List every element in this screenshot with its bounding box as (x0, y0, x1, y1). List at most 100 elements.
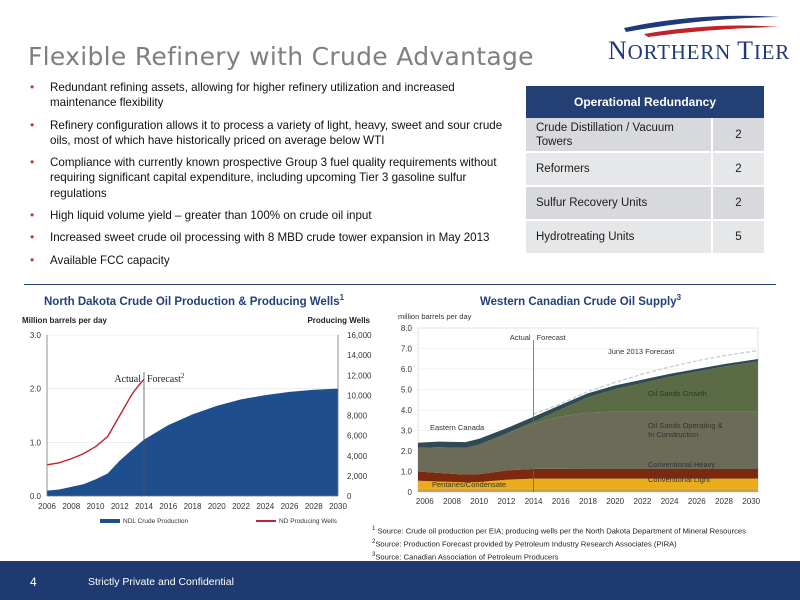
x-tick-label: 2008 (443, 497, 461, 506)
series-label-conventional-light: Conventional Light (648, 475, 711, 484)
source-notes: 1 Source: Crude oil production per EIA; … (372, 524, 746, 563)
wc-supply-chart: million barrels per day 0 1.0 2.0 3.0 4.0 5.0 6… (398, 312, 761, 506)
x-tick-label: 2024 (256, 502, 274, 511)
x-tick-label: 2016 (159, 502, 177, 511)
legend-swatch (100, 519, 120, 523)
actual-label: Actual (510, 333, 531, 342)
legend-label: ND Producing Wells (279, 518, 338, 525)
bullet-item: Redundant refining assets, allowing for … (30, 80, 520, 111)
table-header: Operational Redundancy (526, 86, 764, 118)
x-tick-label: 2016 (552, 497, 570, 506)
forecast-label: Forecast2 (147, 372, 185, 385)
x-tick-label: 2022 (232, 502, 250, 511)
wc-chart-title: Western Canadian Crude Oil Supply3 (480, 293, 682, 308)
x-tick-label: 2020 (606, 497, 624, 506)
table-cell-value: 5 (711, 220, 764, 255)
series-label-conventional-heavy: Conventional Heavy (648, 460, 715, 469)
series-label-pentanes: Pentanes/Condensate (432, 480, 506, 489)
source-note: 2Source: Production Forecast provided by… (372, 539, 677, 549)
y-tick-label-right: 16,000 (347, 331, 372, 340)
x-tick-label: 2006 (38, 502, 56, 511)
y-tick-label-right: 14,000 (347, 351, 372, 360)
page-title: Flexible Refinery with Crude Advantage (28, 42, 534, 71)
forecast-line-label: June 2013 Forecast (608, 347, 675, 356)
series-area (418, 478, 758, 489)
y-tick-label: 8.0 (401, 324, 413, 333)
series-area (418, 361, 758, 448)
x-tick-label: 2018 (184, 502, 202, 511)
x-tick-label: 2012 (111, 502, 129, 511)
bullet-list: Redundant refining assets, allowing for … (30, 80, 520, 275)
x-tick-label: 2018 (579, 497, 597, 506)
series-area (418, 411, 758, 475)
nd-production-chart: Million barrels per day Producing Wells 0.… (22, 316, 372, 525)
table-row: Sulfur Recovery Units 2 (526, 186, 764, 221)
bullet-item: Compliance with currently known prospect… (30, 155, 520, 201)
legend-swatch (256, 520, 276, 522)
bullet-item: Available FCC capacity (30, 253, 520, 269)
legend-label: NDL Crude Production (123, 518, 189, 525)
y-tick-label-right: 10,000 (347, 391, 372, 400)
y-tick-label: 1.0 (401, 468, 413, 477)
series-area (418, 468, 758, 483)
series-label-oil-sands-growth: Oil Sands Growth (648, 389, 707, 398)
x-tick-label: 2012 (498, 497, 516, 506)
table-cell-name: Reformers (526, 152, 712, 187)
bullet-item: Refinery configuration allows it to proc… (30, 118, 520, 149)
table-row: Hydrotreating Units 5 (526, 220, 764, 255)
nd-chart-title: North Dakota Crude Oil Production & Prod… (44, 293, 345, 308)
y-tick-label: 0 (408, 488, 413, 497)
x-tick-label: 2010 (87, 502, 105, 511)
table-cell-value: 2 (711, 186, 764, 221)
series-label-oil-sands-construction: In Construction (648, 430, 698, 439)
x-tick-label: 2026 (281, 502, 299, 511)
x-tick-label: 2006 (416, 497, 434, 506)
series-line-nd-wells (46, 378, 145, 466)
logo-text: NORTHERN TIER (608, 36, 791, 65)
series-label-eastern-canada: Eastern Canada (430, 423, 485, 432)
y-tick-label-right: 2,000 (347, 472, 368, 481)
x-tick-label: 2024 (661, 497, 679, 506)
x-tick-label: 2026 (688, 497, 706, 506)
y-tick-label-right: 8,000 (347, 412, 368, 421)
y-tick-label-right: 4,000 (347, 452, 368, 461)
actual-label: Actual (114, 374, 141, 385)
x-tick-label: 2014 (135, 502, 153, 511)
table-cell-name: Crude Distillation / Vacuum Towers (526, 118, 712, 153)
table-cell-value: 2 (711, 118, 764, 153)
source-note: 1 Source: Crude oil production per EIA; … (372, 526, 746, 536)
y-tick-label-right: 0 (347, 492, 352, 501)
confidentiality-note: Strictly Private and Confidential (88, 576, 234, 588)
y-axis-label-left: Million barrels per day (22, 316, 107, 325)
y-axis-label-right: Producing Wells (307, 316, 370, 325)
table-cell-value: 2 (711, 152, 764, 187)
table-cell-name: Hydrotreating Units (526, 220, 712, 255)
x-tick-label: 2030 (329, 502, 347, 511)
y-tick-label-left: 2.0 (30, 385, 42, 394)
y-tick-label: 3.0 (401, 427, 413, 436)
series-area-ndl-production (47, 388, 338, 496)
forecast-label: Forecast (537, 333, 567, 342)
y-axis-label: million barrels per day (398, 312, 472, 321)
x-tick-label: 2014 (525, 497, 543, 506)
x-tick-label: 2030 (742, 497, 760, 506)
x-tick-label: 2008 (62, 502, 80, 511)
series-area (418, 488, 758, 492)
y-tick-label: 2.0 (401, 447, 413, 456)
bullet-item: Increased sweet crude oil processing wit… (30, 230, 520, 246)
x-tick-label: 2022 (634, 497, 652, 506)
northern-tier-logo: NORTHERN TIER (604, 8, 789, 65)
logo-swoosh-icon (624, 15, 780, 37)
y-tick-label-right: 12,000 (347, 371, 372, 380)
series-label-oil-sands-operating: Oil Sands Operating & (648, 421, 723, 430)
table-row: Reformers 2 (526, 152, 764, 187)
series-line-forecast (533, 349, 759, 415)
y-tick-label: 5.0 (401, 386, 413, 395)
y-tick-label: 4.0 (401, 406, 413, 415)
y-tick-label-left: 3.0 (30, 331, 42, 340)
footer-bar: 4 Strictly Private and Confidential (0, 561, 800, 600)
operational-redundancy-table: Operational Redundancy Crude Distillatio… (526, 86, 764, 255)
x-tick-label: 2020 (208, 502, 226, 511)
table-row: Crude Distillation / Vacuum Towers 2 (526, 118, 764, 153)
y-tick-label-left: 0.0 (30, 492, 42, 501)
